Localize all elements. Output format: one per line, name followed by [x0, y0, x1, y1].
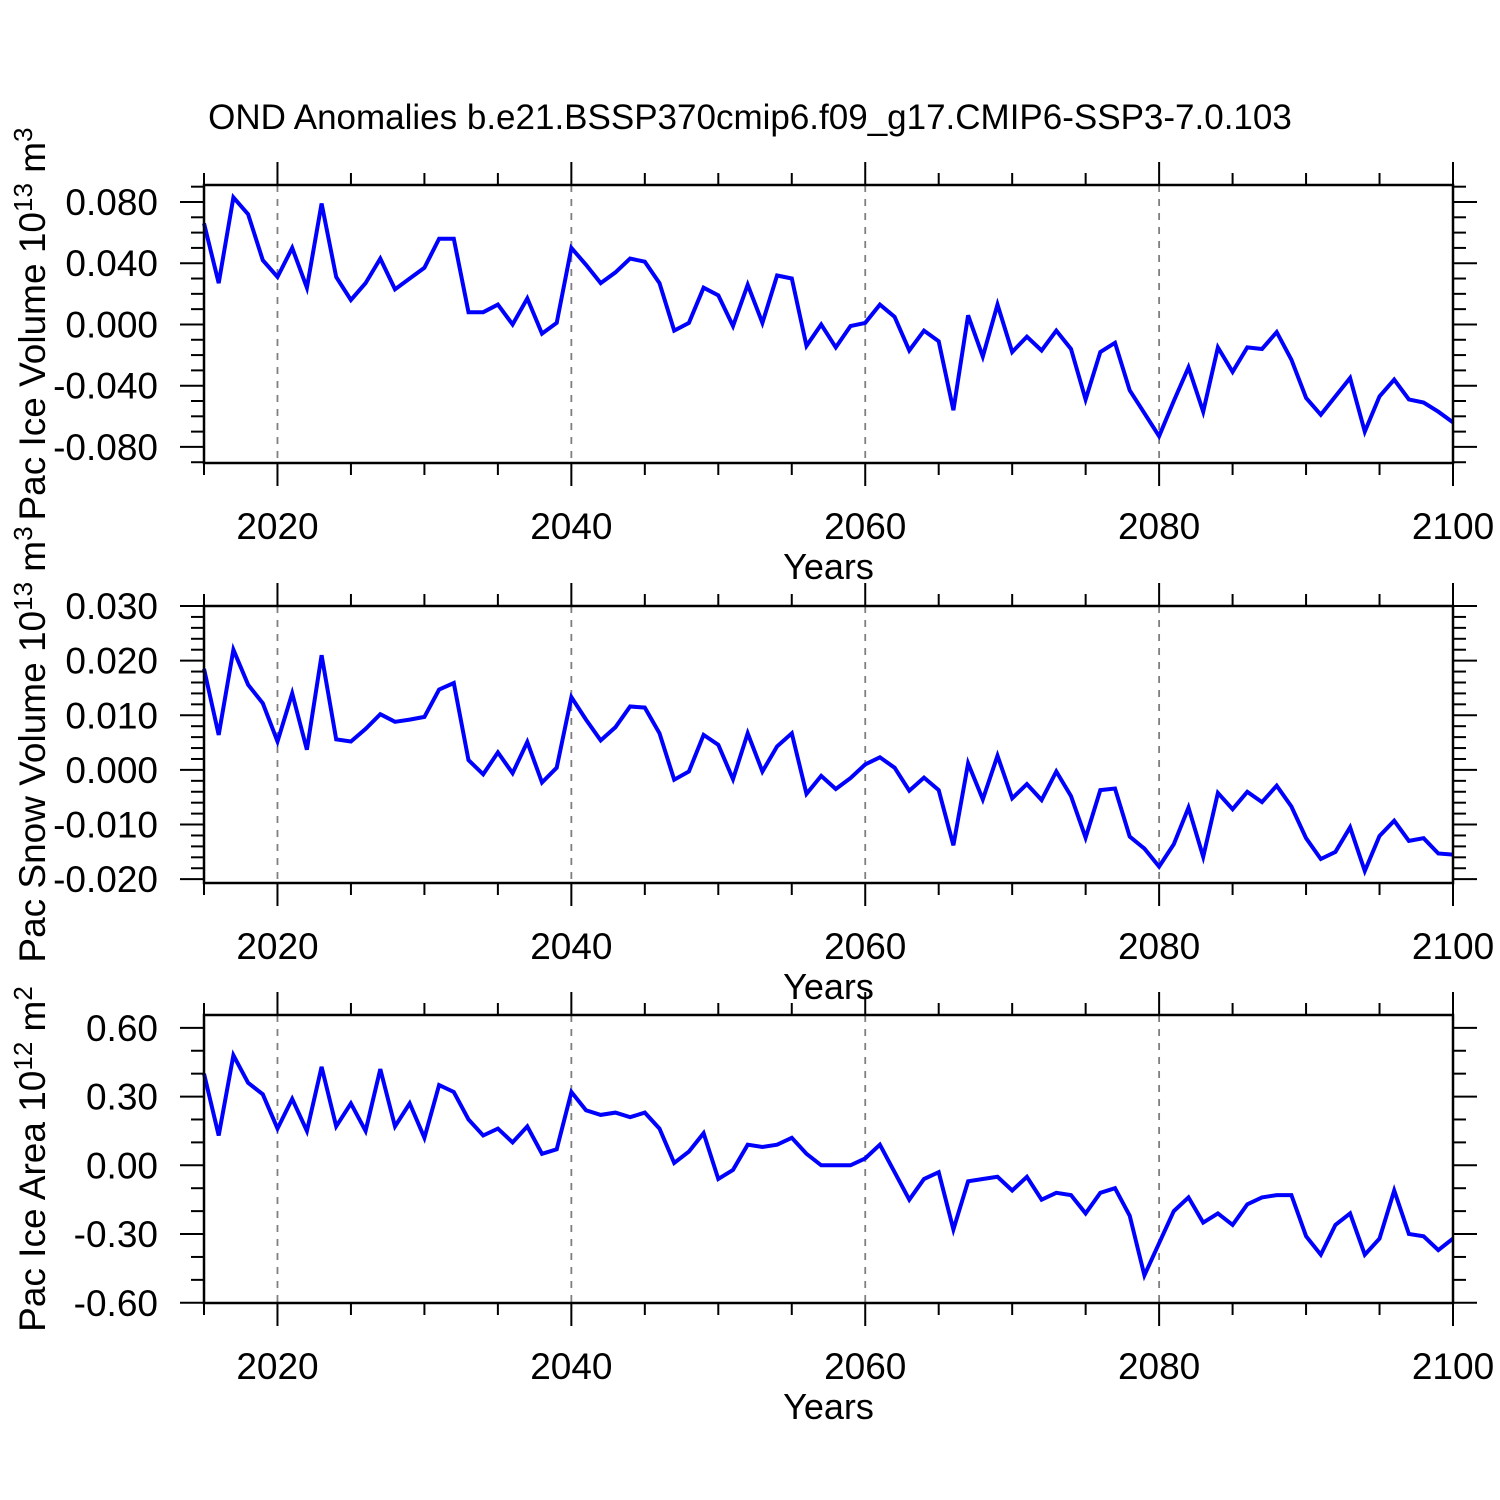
y-tick-label: 0.60	[86, 1008, 158, 1049]
plot-frame	[202, 183, 1455, 465]
x-axis-title: Years	[783, 546, 874, 587]
y-tick-label: -0.010	[53, 805, 158, 846]
pac-snow-volume-series-line	[202, 642, 1454, 877]
y-tick-label: 0.030	[65, 586, 158, 627]
y-tick-label: -0.30	[74, 1214, 158, 1255]
x-tick-label: 2080	[1118, 926, 1200, 967]
x-tick-label: 2040	[530, 1346, 612, 1387]
x-tick-label: 2040	[530, 506, 612, 547]
figure-title: OND Anomalies b.e21.BSSP370cmip6.f09_g17…	[208, 98, 1292, 137]
x-tick-label: 2060	[824, 506, 906, 547]
y-axis-title: Pac Ice Volume 1013 m3	[8, 127, 53, 520]
x-tick-label: 2100	[1412, 1346, 1494, 1387]
x-tick-label: 2020	[236, 1346, 318, 1387]
y-axis-title: Pac Ice Area 1012 m2	[8, 986, 53, 1332]
x-tick-label: 2020	[236, 926, 318, 967]
y-tick-label: 0.010	[65, 695, 158, 736]
y-tick-label: -0.60	[74, 1283, 158, 1324]
x-tick-label: 2080	[1118, 1346, 1200, 1387]
pac-ice-volume-series-line	[202, 192, 1455, 441]
x-tick-label: 2100	[1412, 926, 1494, 967]
x-tick-label: 2040	[530, 926, 612, 967]
y-tick-label: 0.020	[65, 641, 158, 682]
y-tick-label: 0.080	[65, 182, 158, 223]
x-tick-label: 2080	[1118, 506, 1200, 547]
x-tick-label: 2020	[236, 506, 318, 547]
y-tick-label: 0.000	[65, 750, 158, 791]
pac-ice-area-series-line	[202, 1049, 1455, 1282]
y-tick-label: -0.080	[53, 427, 158, 468]
plot-frame	[202, 1013, 1455, 1305]
x-axis-title: Years	[783, 966, 874, 1007]
x-tick-label: 2060	[824, 926, 906, 967]
y-tick-label: -0.040	[53, 366, 158, 407]
plot-frame	[202, 604, 1455, 885]
y-tick-label: 0.00	[86, 1145, 158, 1186]
y-tick-label: 0.30	[86, 1077, 158, 1118]
y-axis-title: Pac Snow Volume 1013 m3	[8, 526, 53, 962]
x-tick-label: 2060	[824, 1346, 906, 1387]
y-tick-label: -0.020	[53, 859, 158, 900]
x-tick-label: 2100	[1412, 506, 1494, 547]
x-axis-title: Years	[783, 1386, 874, 1427]
y-tick-label: 0.040	[65, 243, 158, 284]
y-tick-label: 0.000	[65, 304, 158, 345]
